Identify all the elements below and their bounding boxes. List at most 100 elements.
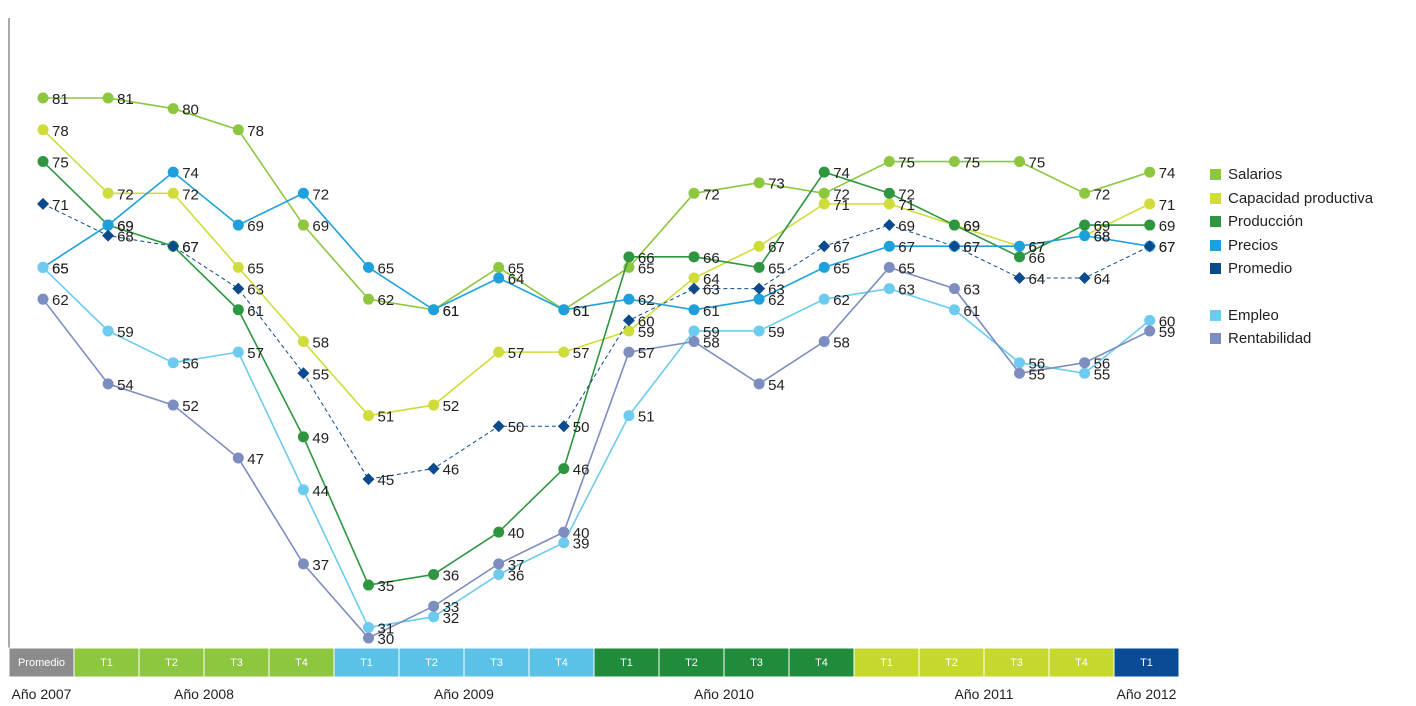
data-label-1-2: 72 [182,186,199,203]
point-2-9 [623,251,635,263]
data-label-3-9: 62 [638,292,655,309]
series-layer [37,92,1156,644]
point-6-7 [493,558,505,570]
point-6-8 [558,526,570,538]
data-label-1-16: 68 [1094,229,1111,246]
data-label-4-7: 50 [508,419,525,436]
point-4-12 [818,240,831,253]
point-3-7 [493,272,505,284]
data-label-1-14: 69 [963,218,980,235]
data-label-2-5: 35 [378,578,395,595]
data-label-3-13: 67 [898,239,915,256]
data-label-4-8: 50 [573,419,590,436]
data-label-4-3: 63 [247,282,264,299]
legend-label-2: Producción [1228,213,1304,231]
series-2 [37,156,1156,591]
point-3-4 [297,187,309,199]
data-label-0-5: 62 [378,292,395,309]
point-5-1 [102,325,114,337]
point-2-13 [883,187,895,199]
category-cell-15 [983,647,1050,678]
category-label-10: T2 [685,657,698,669]
data-label-6-10: 58 [703,335,720,352]
data-label-1-3: 65 [247,260,264,277]
data-label-2-10: 66 [703,250,720,267]
point-3-3 [232,219,244,231]
data-label-4-5: 45 [378,472,395,489]
point-2-17 [1144,219,1156,231]
category-label-1: T1 [100,657,113,669]
data-label-3-1: 69 [117,218,134,235]
point-0-7 [493,261,505,273]
category-band: Promedio T1 T2 T3 T4 T1 T2 T3 T4 T1 T2 T3 T4 T1 T2 T3 T4… [8,647,1180,678]
category-label-8: T4 [555,657,568,669]
point-2-11 [753,261,765,273]
point-5-17 [1144,314,1156,326]
data-label-6-3: 47 [247,451,264,468]
data-label-2-15: 66 [1029,250,1046,267]
year-label-0: Año 2007 [12,686,72,702]
category-cell-10 [658,647,725,678]
data-label-6-1: 54 [117,377,134,394]
data-label-3-2: 74 [182,165,199,182]
point-4-7 [492,420,505,433]
data-label-0-13: 75 [898,155,915,172]
point-0-2 [167,103,179,115]
category-label-12: T4 [815,657,828,669]
data-label-3-16: 68 [1094,229,1111,246]
series-line-1 [42,129,1151,417]
category-label-3: T3 [230,657,243,669]
category-label-14: T2 [945,657,958,669]
point-4-3 [232,282,245,295]
data-label-2-11: 65 [768,260,785,277]
point-5-10 [688,325,700,337]
point-6-11 [753,378,765,390]
data-label-2-17: 69 [1159,218,1176,235]
point-5-12 [818,293,830,305]
legend-item-4: Promedio [1210,257,1373,281]
data-label-4-1: 68 [117,229,134,246]
data-label-1-8: 57 [573,345,590,362]
point-3-5 [363,261,374,273]
data-label-0-14: 75 [963,155,980,172]
data-label-6-6: 33 [443,599,460,616]
data-label-6-7: 37 [508,557,525,574]
point-5-16 [1079,367,1091,379]
data-label-5-11: 59 [768,324,785,341]
category-label-4: T4 [295,657,308,669]
data-label-5-15: 56 [1029,356,1046,373]
series-line-0 [43,97,1150,311]
data-label-6-8: 40 [573,525,590,542]
point-3-11 [753,293,765,305]
data-label-5-3: 57 [247,345,264,362]
series-line-4 [42,203,1150,480]
point-2-16 [1079,219,1091,231]
point-2-5 [363,579,374,591]
legend-swatch-2 [1210,216,1221,228]
point-3-6 [428,304,440,316]
legend-swatch-1 [1210,192,1221,204]
point-2-7 [493,526,505,538]
category-cell-2 [138,647,205,678]
data-label-6-13: 65 [898,260,915,277]
data-label-6-16: 56 [1094,356,1111,373]
category-cell-14 [918,647,985,678]
point-2-15 [1014,251,1025,263]
data-label-4-12: 67 [833,239,850,256]
series-line-3 [42,171,1150,311]
point-1-3 [232,261,244,273]
point-5-6 [428,611,440,623]
legend-swatch-3 [1210,239,1221,251]
category-cell-16 [1048,647,1115,678]
category-label-17: T1 [1140,657,1153,669]
legend-gap [1210,281,1373,304]
category-label-15: T3 [1010,657,1023,669]
point-4-16 [1078,272,1091,284]
legend-item-2: Producción [1210,210,1373,234]
data-label-1-0: 78 [52,123,69,140]
category-cell-13 [853,647,920,678]
data-label-1-11: 67 [768,239,785,256]
point-0-1 [102,92,114,104]
data-label-3-0: 65 [52,260,69,277]
